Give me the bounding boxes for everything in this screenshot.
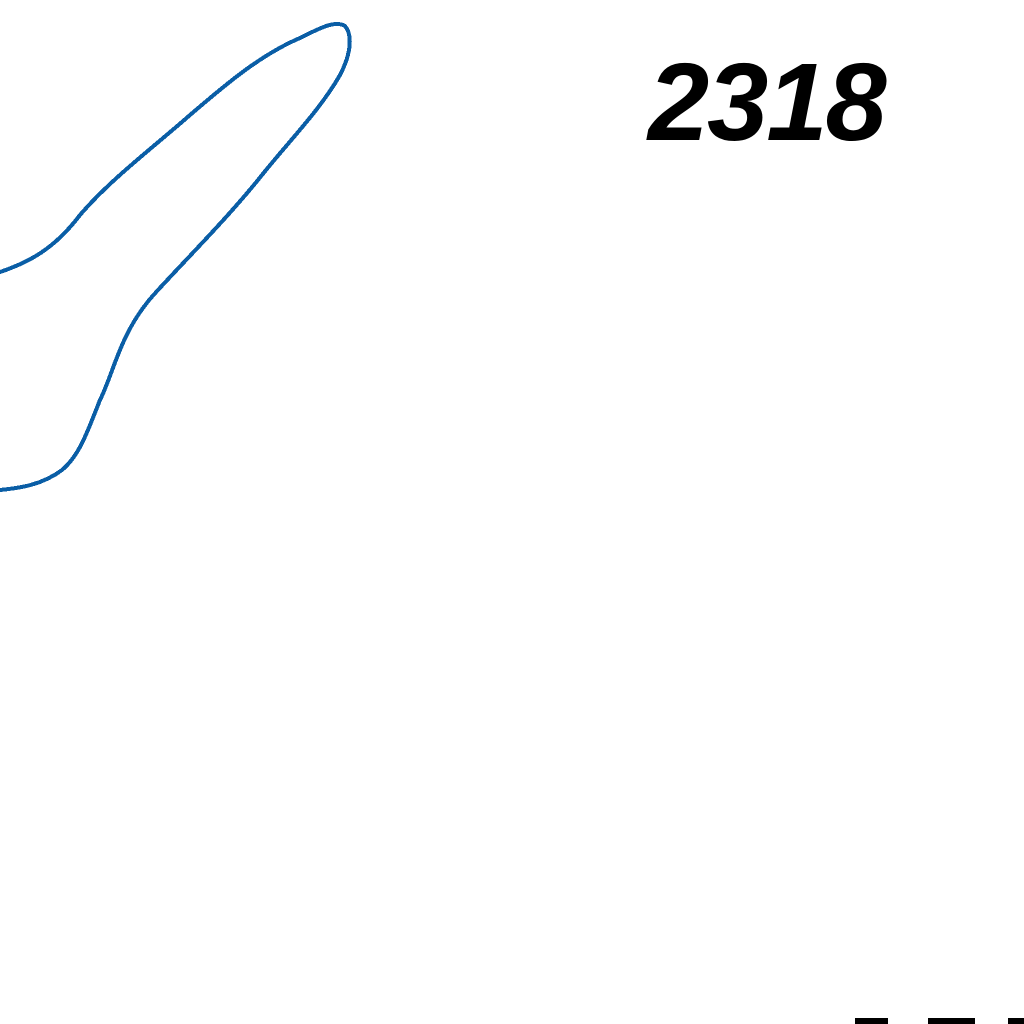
boundary-outline <box>0 21 352 492</box>
map-label: 2318 <box>646 41 888 164</box>
